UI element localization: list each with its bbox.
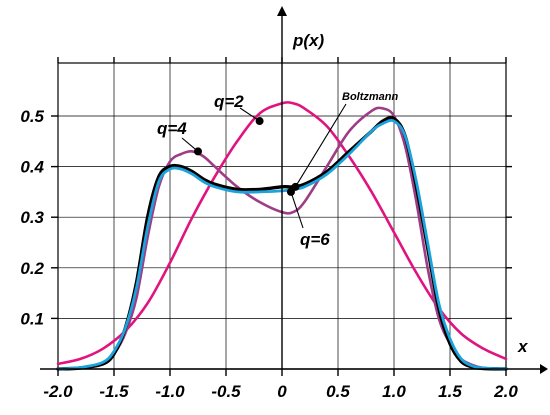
series-line-q-4 xyxy=(56,106,508,371)
x-axis-arrow xyxy=(540,364,548,374)
y-tick-label: 0.4 xyxy=(20,158,44,177)
annotations: q=2 q=4 Boltzmann q=6 xyxy=(157,91,399,249)
series-layer xyxy=(56,101,508,371)
x-tick-label: 1.5 xyxy=(438,382,462,401)
annotation-marker xyxy=(194,147,202,156)
annotation-label-q-2: q=2 xyxy=(214,92,244,111)
x-axis-title: x xyxy=(517,337,529,356)
y-tick-label: 0.5 xyxy=(20,107,44,126)
tick-labels: -2.0 -1.5 -1.0 -0.5 0 0.5 1.0 1.5 2.0 0.1 0.2 0.3 0.… xyxy=(20,107,518,401)
x-tick-label: -0.5 xyxy=(211,382,241,401)
annotation-label-boltzmann: Boltzmann xyxy=(342,91,399,103)
y-axis-arrow xyxy=(277,6,287,16)
x-tick-label: 0 xyxy=(277,382,287,401)
annotation-label-q-6: q=6 xyxy=(300,230,330,249)
x-tick-label: -2.0 xyxy=(43,382,73,401)
x-tick-label: 2.0 xyxy=(493,382,518,401)
y-tick-label: 0.2 xyxy=(20,259,44,278)
annotation-leader xyxy=(294,103,347,188)
annotation-label-q-4: q=4 xyxy=(157,119,187,138)
x-tick-label: 0.5 xyxy=(326,382,350,401)
y-axis-title: p(x) xyxy=(292,31,325,50)
x-tick-label: -1.0 xyxy=(155,382,185,401)
series-line-q-2 xyxy=(56,101,508,366)
y-tick-label: 0.1 xyxy=(20,309,44,328)
y-tick-label: 0.3 xyxy=(20,208,44,227)
x-tick-label: 1.0 xyxy=(382,382,406,401)
annotation-marker xyxy=(255,117,264,126)
axes xyxy=(40,6,548,376)
annotation-marker xyxy=(286,187,295,196)
annotation-leader xyxy=(290,191,304,229)
x-tick-label: -1.5 xyxy=(99,382,129,401)
